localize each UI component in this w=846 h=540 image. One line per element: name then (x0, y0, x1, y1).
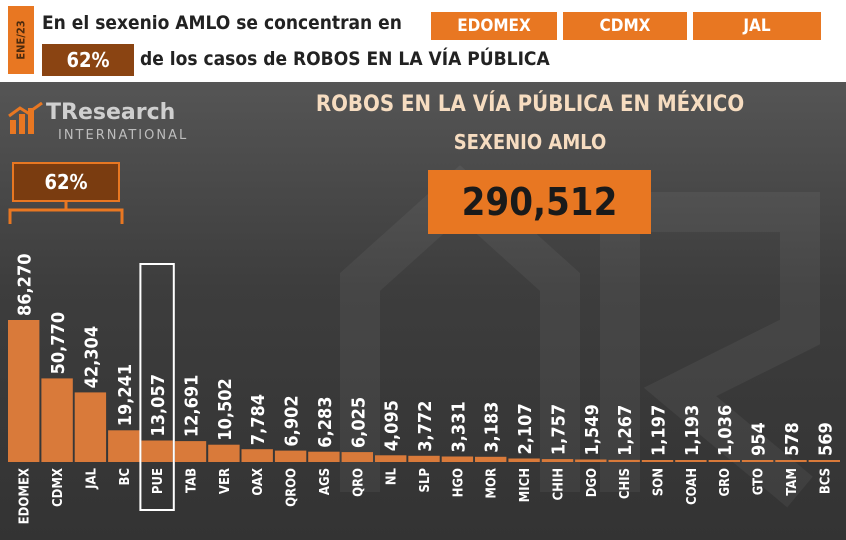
category-label-slp: SLP (418, 468, 433, 493)
logo: TResearch INTERNATIONAL (8, 96, 186, 152)
category-label-bc: BC (118, 468, 133, 486)
bar-jal (74, 392, 107, 462)
category-label-mich: MICH (518, 468, 533, 502)
value-label-dgo: 1,549 (582, 404, 603, 455)
header-banner: ENE/23 En el sexenio AMLO se concentran … (0, 0, 846, 82)
category-label-coah: COAH (685, 468, 700, 505)
category-label-qroo: QROO (285, 468, 300, 507)
value-label-nl: 4,095 (382, 400, 403, 451)
category-label-nl: NL (385, 467, 400, 485)
category-label-ags: AGS (318, 468, 333, 495)
category-label-cdmx: CDMX (51, 468, 66, 507)
value-label-chis: 1,267 (615, 405, 636, 456)
logo-subtitle: INTERNATIONAL (58, 128, 189, 143)
bar-qro (341, 452, 373, 462)
value-label-mor: 3,183 (482, 402, 503, 453)
headline-suffix: de los casos de ROBOS EN LA VÍA PÚBLICA (140, 48, 550, 70)
category-label-oax: OAX (251, 468, 266, 496)
value-label-hgo: 3,331 (448, 401, 469, 452)
bar-son (641, 460, 674, 462)
category-label-jal: JAL (84, 467, 99, 489)
bar-edomex (8, 320, 40, 462)
category-label-gto: GTO (752, 468, 767, 495)
bar-hgo (441, 456, 474, 462)
bar-tab (174, 441, 207, 462)
category-label-tam: TAM (785, 468, 800, 496)
category-label-son: SON (652, 468, 667, 496)
value-label-qro: 6,025 (348, 397, 369, 448)
bar-pue (141, 440, 173, 462)
value-label-qroo: 6,902 (282, 395, 303, 446)
value-label-tab: 12,691 (182, 375, 203, 438)
bar-mor (475, 456, 507, 462)
category-label-pue: PUE (151, 468, 166, 494)
bar-qroo (274, 450, 307, 462)
bar-coah (675, 460, 707, 462)
bar-chis (608, 459, 640, 462)
bar-bc (108, 430, 140, 462)
state-box-jal: JAL (693, 12, 821, 40)
category-label-tab: TAB (185, 468, 200, 493)
percentage-box: 62% (42, 44, 134, 76)
value-label-oax: 7,784 (248, 394, 269, 445)
value-label-son: 1,197 (649, 405, 670, 456)
category-label-chih: CHIH (551, 468, 566, 501)
category-label-edomex: EDOMEX (18, 468, 33, 524)
share-bracket (8, 202, 124, 224)
category-label-hgo: HGO (451, 468, 466, 497)
bar-mich (508, 458, 540, 462)
value-label-coah: 1,193 (682, 405, 703, 456)
value-label-bc: 19,241 (115, 364, 136, 427)
bar-tam (775, 460, 807, 462)
category-label-chis: CHIS (618, 468, 633, 499)
bar-gro (708, 460, 740, 462)
headline-prefix: En el sexenio AMLO se concentran en (42, 12, 402, 34)
bar-ver (208, 444, 240, 462)
category-label-dgo: DGO (585, 468, 600, 497)
category-label-qro: QRO (351, 468, 366, 497)
bar-nl (375, 455, 407, 462)
category-label-gro: GRO (718, 468, 733, 497)
date-strip (8, 6, 34, 74)
value-label-pue: 13,057 (148, 374, 169, 437)
value-label-gro: 1,036 (715, 405, 736, 456)
bar-bcs (808, 460, 840, 462)
value-label-ver: 10,502 (215, 378, 236, 441)
category-label-bcs: BCS (818, 468, 833, 494)
category-label-mor: MOR (485, 468, 500, 499)
value-label-bcs: 569 (815, 422, 836, 456)
state-box-cdmx: CDMX (563, 12, 687, 40)
bar-chart: 86,270 EDOMEX 50,770 CDMX 42,304 JAL 19,241 BC 1… (8, 254, 840, 524)
share-callout: 62% (12, 162, 120, 202)
bar-oax (241, 449, 273, 462)
value-label-tam: 578 (782, 422, 803, 456)
value-label-edomex: 86,270 (15, 254, 36, 317)
bar-gto (741, 460, 774, 462)
value-label-chih: 1,757 (548, 404, 569, 455)
date-tag: ENE/23 (14, 20, 28, 60)
bar-slp (408, 455, 440, 462)
highlight-frame-pue (139, 263, 175, 511)
logo-bars-icon (8, 102, 43, 134)
total-value-box: 290,512 (428, 170, 651, 234)
bar-dgo (575, 459, 607, 462)
state-box-edomex: EDOMEX (431, 12, 557, 40)
value-label-gto: 954 (749, 422, 770, 456)
category-label-ver: VER (218, 468, 233, 494)
value-label-mich: 2,107 (515, 403, 536, 454)
value-label-jal: 42,304 (81, 326, 102, 389)
logo-name: TResearch (46, 100, 176, 125)
value-label-slp: 3,772 (415, 401, 436, 452)
chart-subtitle: SEXENIO AMLO (453, 130, 607, 154)
value-label-cdmx: 50,770 (48, 312, 69, 375)
chart-title: ROBOS EN LA VÍA PÚBLICA EN MÉXICO (315, 92, 745, 117)
bar-ags (308, 451, 340, 462)
bar-chih (541, 459, 574, 462)
chart-panel: TResearch INTERNATIONAL ROBOS EN LA VÍA … (0, 82, 846, 540)
bar-cdmx (41, 378, 73, 462)
value-label-ags: 6,283 (315, 396, 336, 447)
